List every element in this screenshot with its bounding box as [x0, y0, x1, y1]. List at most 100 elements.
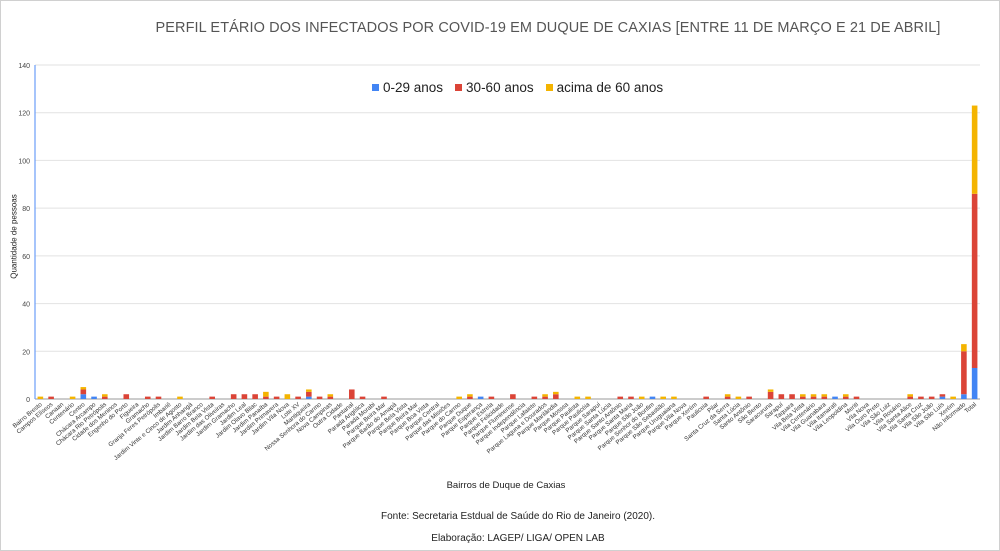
- bar-16-series-1: [209, 396, 215, 399]
- bar-48-series-2: [553, 391, 559, 395]
- bar-11-series-1: [155, 396, 162, 399]
- bar-75-series-1: [842, 396, 849, 399]
- bar-26-series-1: [316, 396, 323, 399]
- legend-label-60-plus: acima de 60 anos: [556, 80, 664, 95]
- legend-swatch-30-60: [455, 84, 463, 91]
- bar-74-series-0: [832, 396, 838, 399]
- bar-64-series-2: [724, 394, 731, 397]
- y-tick-label-80: 80: [22, 206, 30, 213]
- bar-86-series-2: [961, 344, 967, 352]
- bar-66-series-1: [746, 396, 752, 399]
- bar-73-series-2: [821, 394, 828, 397]
- legend-item-0-29: 0-29 anos: [372, 80, 443, 95]
- legend-label-0-29: 0-29 anos: [383, 80, 444, 95]
- bar-82-series-1: [918, 396, 924, 399]
- legend-swatch-0-29: [372, 84, 379, 91]
- bar-81-series-2: [907, 394, 913, 397]
- bar-69-series-1: [778, 394, 785, 399]
- bar-6-series-1: [102, 396, 108, 399]
- bar-27-series-1: [327, 396, 334, 399]
- credit-note: Elaboração: LAGEP/ LIGA/ OPEN LAB: [431, 533, 605, 544]
- bar-21-series-1: [263, 396, 269, 399]
- bar-57-series-0: [649, 396, 656, 399]
- bar-3-series-2: [69, 396, 76, 399]
- bar-84-series-1: [939, 394, 946, 397]
- bar-50-series-2: [574, 396, 581, 399]
- bar-46-series-1: [531, 396, 538, 399]
- bar-5-series-0: [91, 396, 97, 399]
- legend: 0-29 anos 30-60 anos acima de 60 anos: [372, 80, 663, 95]
- bar-24-series-1: [295, 396, 301, 399]
- bar-86-series-0: [961, 394, 967, 399]
- y-tick-label-60: 60: [22, 254, 30, 261]
- bar-32-series-1: [381, 396, 387, 399]
- bar-22-series-1: [273, 396, 280, 399]
- bar-62-series-1: [703, 396, 709, 399]
- bar-13-series-2: [177, 396, 183, 399]
- bar-70-series-1: [789, 394, 795, 399]
- bar-23-series-2: [284, 394, 291, 399]
- x-axis-label: Bairros de Duque de Caxias: [446, 480, 566, 491]
- bar-72-series-2: [810, 394, 817, 397]
- y-tick-label-0: 0: [26, 397, 30, 404]
- bar-59-series-2: [671, 396, 677, 399]
- bar-44-series-1: [510, 394, 516, 399]
- bar-42-series-1: [488, 396, 495, 399]
- bar-55-series-1: [628, 396, 634, 399]
- x-tick-label-87: Total: [963, 401, 978, 415]
- bar-56-series-2: [638, 396, 645, 399]
- bar-85-series-2: [950, 396, 956, 399]
- bar-40-series-2: [467, 394, 473, 397]
- legend-swatch-60-plus: [545, 84, 553, 91]
- bar-4-series-0: [80, 394, 87, 399]
- y-tick-label-140: 140: [18, 63, 30, 70]
- bar-51-series-2: [585, 396, 591, 399]
- bar-48-series-1: [553, 394, 559, 399]
- bar-87-series-2: [971, 105, 978, 194]
- bar-87-series-0: [971, 367, 978, 399]
- bar-4-series-1: [80, 389, 87, 395]
- bar-65-series-2: [735, 396, 742, 399]
- bar-71-series-2: [800, 394, 806, 397]
- bar-25-series-2: [306, 389, 312, 392]
- bar-54-series-1: [617, 396, 624, 399]
- bar-39-series-2: [456, 396, 462, 399]
- y-axis-label: Quantidade de pessoas: [9, 194, 19, 279]
- bar-18-series-1: [230, 394, 237, 399]
- bar-29-series-1: [348, 389, 355, 399]
- y-tick-label-120: 120: [18, 111, 30, 118]
- bar-1-series-1: [48, 396, 54, 399]
- bar-87-series-1: [971, 193, 978, 368]
- bar-76-series-1: [853, 396, 860, 399]
- bar-10-series-1: [144, 396, 151, 399]
- y-tick-label-100: 100: [18, 158, 30, 165]
- bar-0-series-2: [37, 396, 44, 399]
- legend-label-30-60: 30-60 anos: [466, 80, 534, 95]
- bar-68-series-1: [767, 391, 774, 399]
- bar-27-series-2: [327, 394, 334, 397]
- bar-72-series-1: [810, 396, 817, 399]
- bar-64-series-1: [724, 396, 731, 399]
- bar-20-series-1: [252, 394, 258, 399]
- bar-81-series-1: [907, 396, 913, 399]
- bar-19-series-1: [241, 394, 248, 399]
- bar-84-series-0: [939, 396, 946, 399]
- y-tick-label-20: 20: [22, 349, 30, 356]
- bar-25-series-1: [306, 391, 312, 397]
- bar-73-series-1: [821, 396, 828, 399]
- bar-83-series-1: [928, 396, 935, 399]
- y-tick-label-40: 40: [22, 302, 30, 309]
- legend-item-60-plus: acima de 60 anos: [545, 80, 664, 95]
- bar-40-series-1: [467, 396, 473, 399]
- chart-title: PERFIL ETÁRIO DOS INFECTADOS POR COVID-1…: [155, 20, 941, 36]
- bar-30-series-1: [359, 396, 366, 399]
- bar-47-series-2: [542, 394, 548, 397]
- bar-6-series-2: [102, 394, 108, 397]
- bar-86-series-1: [961, 351, 967, 395]
- bar-25-series-0: [306, 396, 312, 399]
- bar-71-series-1: [800, 396, 806, 399]
- bar-4-series-2: [80, 387, 87, 390]
- bar-75-series-2: [842, 394, 849, 397]
- bar-68-series-2: [767, 389, 774, 392]
